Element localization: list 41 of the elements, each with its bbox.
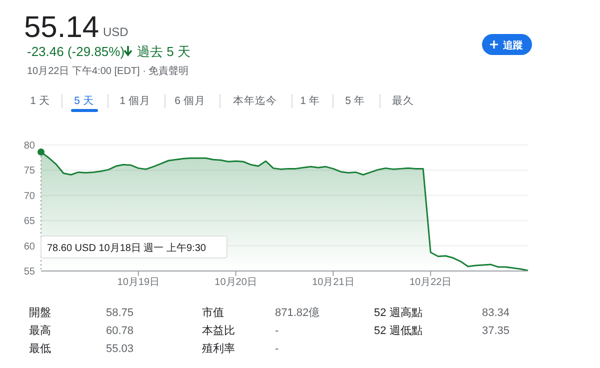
y-tick-label: 65 xyxy=(24,216,36,228)
y-tick-label: 80 xyxy=(24,140,36,152)
text: 5 天 xyxy=(74,95,94,107)
text: 60.78 xyxy=(106,325,134,337)
text: - xyxy=(275,325,279,337)
text: 58.75 xyxy=(106,307,134,319)
text: 最高 xyxy=(29,324,51,337)
text: 83.34 xyxy=(482,307,510,319)
x-tick-label: 10月19日 xyxy=(117,277,160,288)
y-tick-label: 75 xyxy=(24,166,36,177)
text: 追蹤 xyxy=(502,40,523,52)
chart-title: 55.14 xyxy=(24,11,100,44)
text: 最低 xyxy=(29,343,51,355)
annotation: 78.60 USD 10月18日 週一 上午9:30 xyxy=(47,242,206,254)
x-tick-label: 10月20日 xyxy=(214,277,257,288)
text: 52 週高點 xyxy=(374,306,422,319)
text: 過去 5 天 xyxy=(137,44,190,59)
text: 1 年 xyxy=(300,95,320,107)
text: 52 週低點 xyxy=(374,325,422,337)
text: 5 年 xyxy=(345,95,365,107)
text: 37.35 xyxy=(482,325,510,337)
text: 本年迄今 xyxy=(233,94,277,107)
text: 殖利率 xyxy=(202,342,235,355)
text: 55.03 xyxy=(106,343,134,355)
text: 本益比 xyxy=(202,324,235,337)
text: 6 個月 xyxy=(174,95,206,107)
text: 開盤 xyxy=(29,307,51,319)
text: 10月22日 下午4:00 [EDT] · 免責聲明 xyxy=(27,65,189,77)
text: - xyxy=(275,343,279,355)
y-tick-label: 60 xyxy=(24,241,36,252)
y-tick-label: 55 xyxy=(24,266,36,278)
text: 最久 xyxy=(392,95,414,107)
chart-subtitle: USD xyxy=(103,25,129,39)
x-tick-label: 10月21日 xyxy=(312,277,354,288)
text: 1 天 xyxy=(30,95,50,107)
text: -23.46 (-29.85%) xyxy=(27,44,125,59)
text: 1 個月 xyxy=(120,95,150,107)
y-tick-label: 70 xyxy=(24,190,36,202)
x-tick-label: 10月22日 xyxy=(409,277,452,288)
text: 871.82億 xyxy=(275,306,320,319)
text: 市值 xyxy=(202,306,224,319)
